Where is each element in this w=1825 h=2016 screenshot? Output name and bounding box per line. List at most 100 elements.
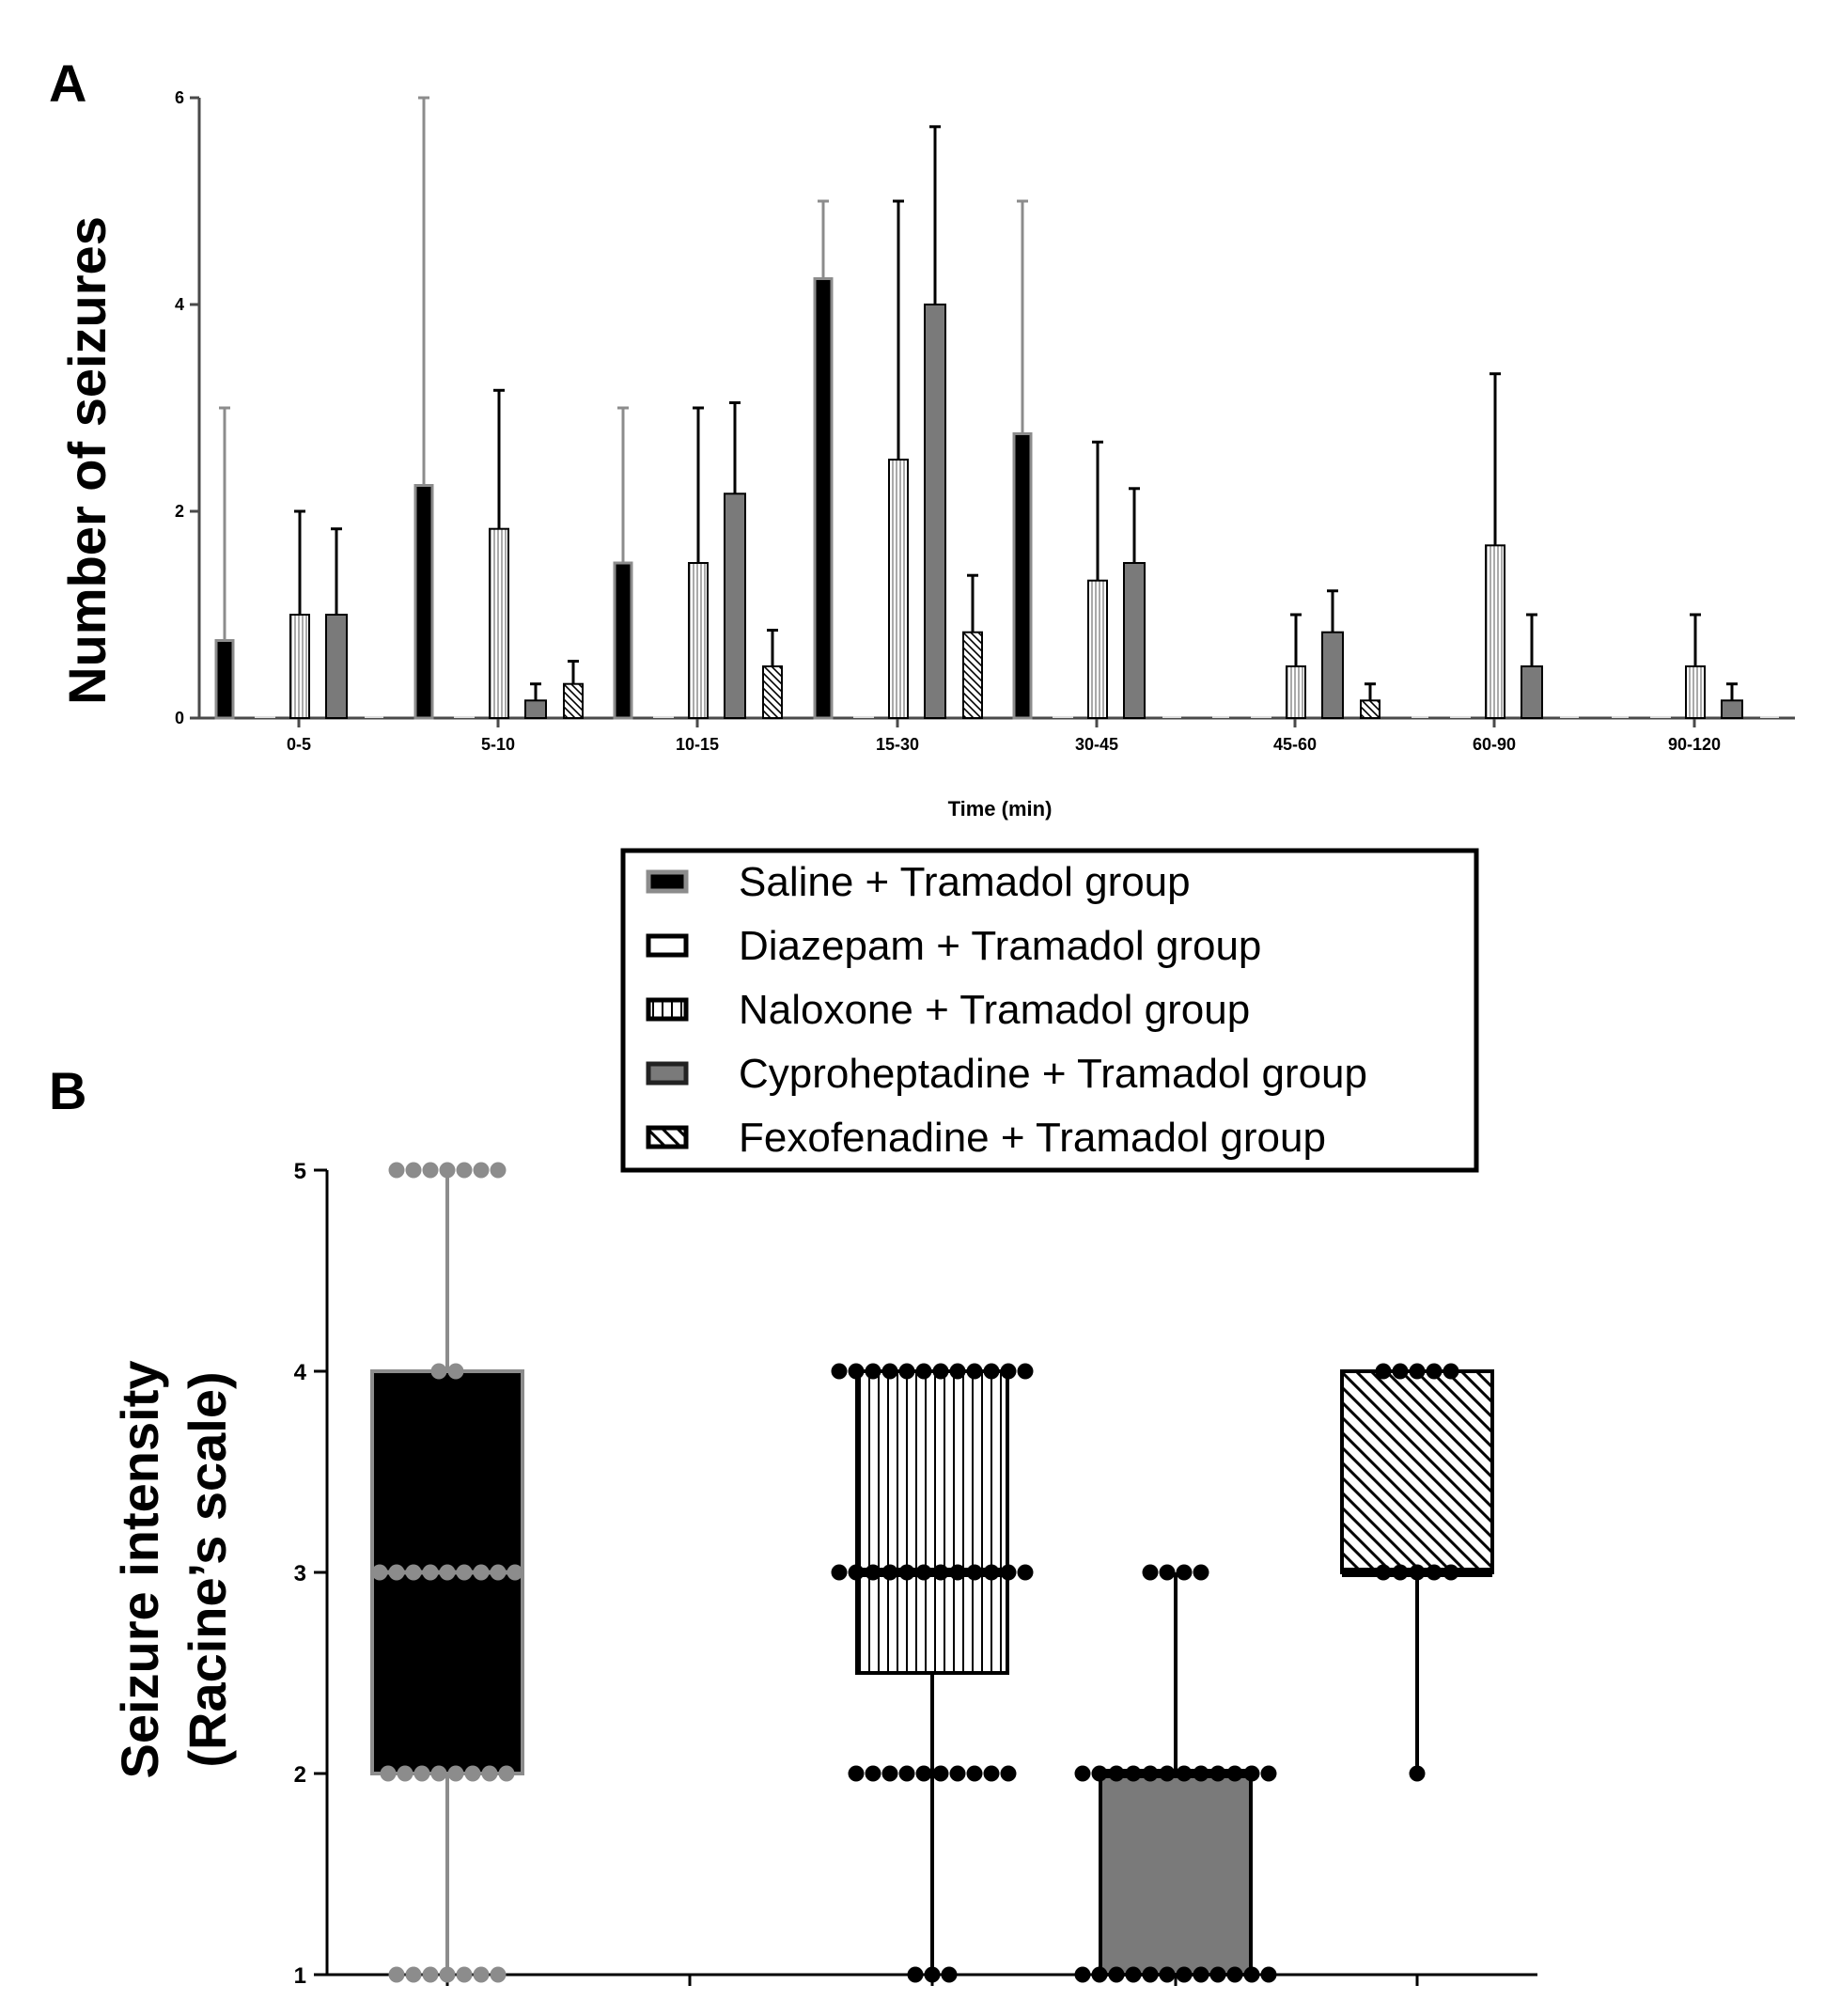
data-point-naloxone [881,1765,898,1782]
panel-a-x-tick-label: 15-30 [876,735,919,754]
legend-label-fexo: Fexofenadine + Tramadol group [739,1115,1326,1161]
panel-b-y-tick-label: 5 [294,1159,306,1184]
bar-cypro-15-30 [924,304,946,719]
bar-saline-30-45 [1012,432,1033,720]
data-point-saline [422,1564,439,1581]
data-point-cypro [1260,1765,1277,1782]
data-point-naloxone [1000,1363,1017,1380]
panel-b-label: B [49,1061,86,1120]
legend-swatch-naloxone [646,997,689,1022]
data-point-naloxone [949,1564,966,1581]
data-point-naloxone [966,1765,983,1782]
legend-swatch-cypro [646,1061,689,1086]
bar-fexo-5-10 [563,682,584,720]
bar-cypro-30-45 [1123,562,1146,719]
bar-diazepam-15-30 [853,716,874,718]
data-point-saline [498,1765,515,1782]
data-point-cypro [1159,1564,1176,1581]
data-point-saline [388,1966,405,1983]
data-point-naloxone [898,1363,915,1380]
data-point-naloxone [881,1363,898,1380]
bar-saline-10-15 [613,561,633,720]
data-point-saline [473,1966,490,1983]
data-point-saline [405,1966,422,1983]
data-point-saline [388,1162,405,1179]
data-point-cypro [1074,1765,1091,1782]
panel-a-x-tick-label: 10-15 [676,735,719,754]
bar-cypro-5-10 [524,699,547,719]
data-point-cypro [1243,1765,1260,1782]
panel-b-y-label-line1: Seizure intensity [110,1360,169,1778]
bar-diazepam-5-10 [454,716,475,718]
data-point-saline [405,1564,422,1581]
data-point-saline [371,1564,388,1581]
panel-a-y-tick-label: 4 [175,295,184,314]
data-point-saline [447,1363,464,1380]
legend-label-cypro: Cyproheptadine + Tramadol group [739,1051,1367,1097]
bar-saline-90-120 [1612,716,1629,718]
data-point-fexo [1443,1363,1459,1380]
bar-diazepam-60-90 [1450,716,1471,718]
panel-b-y-tick-label: 1 [294,1963,306,1989]
data-point-cypro [1108,1966,1125,1983]
data-point-naloxone [848,1765,865,1782]
data-point-naloxone [907,1966,924,1983]
data-point-cypro [1125,1765,1142,1782]
panel-a-x-tick-label: 0-5 [287,735,311,754]
bar-fexo-45-60 [1360,699,1380,719]
data-point-fexo [1443,1564,1459,1581]
data-point-cypro [1142,1966,1159,1983]
data-point-cypro [1091,1765,1108,1782]
data-point-saline [422,1966,439,1983]
data-point-cypro [1193,1564,1209,1581]
data-point-saline [430,1363,447,1380]
data-point-fexo [1392,1363,1409,1380]
bar-cypro-90-120 [1721,699,1743,719]
data-point-saline [490,1564,507,1581]
panel-b-boxes [370,1162,1494,1983]
bar-saline-15-30 [813,277,834,720]
data-point-naloxone [932,1363,949,1380]
panel-a-x-tick-label: 5-10 [481,735,515,754]
data-point-cypro [1176,1765,1193,1782]
bar-diazepam-10-15 [653,716,674,718]
data-point-saline [413,1765,430,1782]
data-point-naloxone [865,1363,881,1380]
bar-saline-60-90 [1412,716,1428,718]
data-point-naloxone [932,1765,949,1782]
data-point-naloxone [881,1564,898,1581]
data-point-saline [456,1966,473,1983]
panel-a-y-tick-label: 2 [175,502,184,521]
panel-a-x-tick-label: 30-45 [1075,735,1118,754]
panel-b-y-tick-label: 2 [294,1762,306,1788]
panel-b-y-tick-label: 4 [294,1360,307,1385]
data-point-naloxone [1017,1564,1034,1581]
bar-saline-0-5 [214,639,235,720]
data-point-naloxone [831,1564,848,1581]
panel-b-box-plot: Seizure intensity (Racine’s scale) 1 2 3 4 5 [110,1159,1537,1989]
legend-swatch-fexo [646,1125,689,1149]
legend-frame [620,848,1479,1173]
panel-b-y-label-line2: (Racine’s scale) [178,1371,237,1767]
bar-diazepam-30-45 [1053,716,1073,718]
data-point-naloxone [949,1363,966,1380]
bar-naloxone-5-10 [489,527,509,720]
bar-saline-5-10 [413,484,434,720]
bar-naloxone-60-90 [1485,544,1505,719]
bar-cypro-0-5 [325,614,348,719]
bar-cypro-45-60 [1321,631,1344,720]
data-point-fexo [1409,1564,1426,1581]
data-point-cypro [1142,1564,1159,1581]
box-cypro [1099,1772,1253,1977]
bar-fexo-15-30 [962,631,983,720]
box-fexo [1340,1369,1494,1574]
data-point-naloxone [898,1765,915,1782]
data-point-naloxone [949,1765,966,1782]
data-point-fexo [1375,1564,1392,1581]
panel-a-x-tick-label: 45-60 [1273,735,1317,754]
data-point-saline [422,1162,439,1179]
data-point-naloxone [915,1765,932,1782]
bar-naloxone-45-60 [1286,665,1306,719]
data-point-fexo [1409,1363,1426,1380]
data-point-saline [397,1765,413,1782]
